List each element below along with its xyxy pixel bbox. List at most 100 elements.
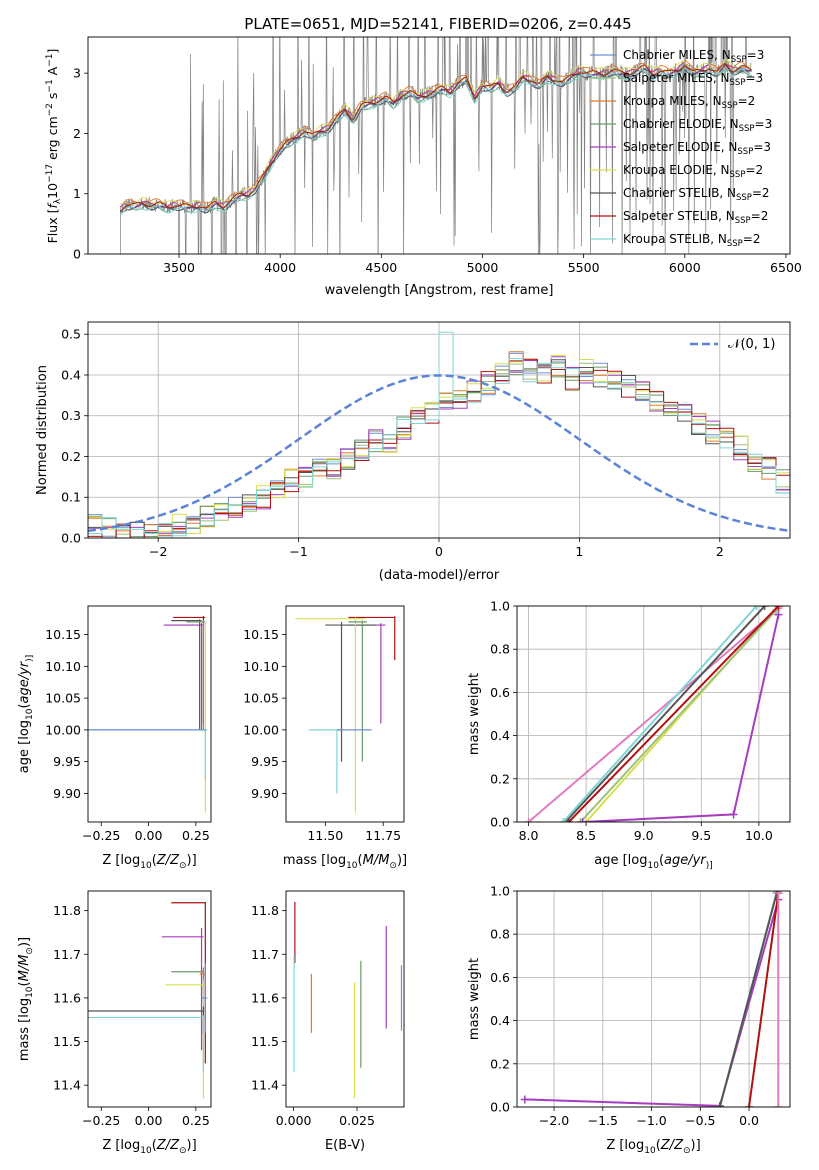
errorbar-point [171, 619, 202, 730]
mass-vs-Z-ylabel-part: 10 [25, 986, 35, 998]
age-vs-Z-xlabel-part: Z/Z [156, 853, 180, 868]
y-tick-label: 10.15 [45, 627, 81, 642]
residuals-xlabel: (data-model)/error [379, 568, 500, 583]
residuals-frame [87, 321, 791, 539]
age-vs-Z-ylabel-part: )] [25, 655, 35, 662]
series-line [748, 893, 780, 1107]
y-tick-label: 0.2 [490, 771, 510, 786]
model-line [120, 67, 752, 216]
mass-vs-Z-xlabel-part: ( [152, 1138, 157, 1153]
errorbar-point [325, 621, 377, 762]
y-tick-label: 9.95 [53, 754, 81, 769]
legend-entry: Salpeter MILES, NSSP=3 [590, 71, 763, 88]
massweight-vs-Z-xlabel: Z [log10(Z/Z⊙)] [606, 1138, 700, 1156]
y-tick-label: 0.8 [490, 642, 510, 657]
mass-vs-EBV-xlabel: E(B-V) [325, 1138, 365, 1153]
y-tick-label: 0.6 [490, 685, 510, 700]
y-tick-label: 0.6 [490, 970, 510, 985]
legend-label: Salpeter STELIB, NSSP=2 [623, 209, 768, 226]
errorbar-point [348, 620, 367, 762]
series-marker [582, 818, 591, 822]
massweight-vs-age-xlabel-part: age/yr [664, 853, 707, 868]
massweight-vs-Z-xlabel-part: Z/Z [660, 1138, 684, 1153]
x-tick-label: 0.25 [182, 828, 210, 843]
series-line [568, 606, 780, 822]
age-vs-Z-ylabel-part: age [log [17, 720, 32, 773]
legend-entry: Chabrier STELIB, NSSP=2 [590, 186, 770, 203]
x-tick-label: 0.00 [135, 828, 163, 843]
series-line [718, 891, 779, 1107]
series-marker [745, 1103, 754, 1107]
age-vs-Z-points [88, 616, 208, 813]
x-tick-label: 9.0 [634, 828, 654, 843]
age-vs-mass-frame [285, 605, 405, 823]
mass-vs-EBV-points [293, 901, 403, 1099]
x-tick-label: −0.25 [82, 1113, 120, 1128]
y-tick-label: 9.90 [53, 786, 81, 801]
series-marker [520, 1095, 529, 1104]
mass-vs-Z-xlabel-part: )] [187, 1138, 197, 1153]
y-tick-label: 0.0 [61, 531, 81, 546]
residual-histograms [88, 331, 790, 538]
mass-vs-Z-ylabel-part: mass [log [17, 998, 32, 1061]
histogram-step [88, 331, 790, 537]
x-tick-label: 8.0 [519, 828, 539, 843]
x-tick-label: −1.0 [636, 1113, 666, 1128]
legend-entry: Salpeter STELIB, NSSP=2 [590, 209, 768, 226]
massweight-vs-Z-xlabel-part: )] [691, 1138, 701, 1153]
y-tick-label: 10.15 [243, 627, 279, 642]
y-tick-label: 0.4 [490, 1013, 510, 1028]
x-tick-label: 10.0 [745, 828, 773, 843]
y-tick-label: 11.5 [251, 1034, 279, 1049]
series-line [579, 609, 777, 822]
x-tick-label: 11.75 [365, 828, 401, 843]
y-tick-label: 11.8 [53, 903, 81, 918]
spectrum-axes: 3500 4000 4500 5000 5500 6000 6500 0 1 2 3 [73, 66, 802, 275]
errorbar-point [186, 620, 206, 730]
age-vs-mass-xlabel-part: mass [log [283, 853, 346, 868]
spectrum-xlabel: wavelength [Angstrom, rest frame] [325, 283, 554, 298]
y-tick-label: 3 [73, 66, 81, 81]
series-marker [729, 810, 738, 819]
legend-entry: Kroupa STELIB, NSSP=2 [590, 232, 761, 249]
x-tick-label: −2.0 [539, 1113, 569, 1128]
series-marker [760, 606, 769, 610]
massweight-vs-Z-lines [520, 891, 783, 1107]
model-line [120, 63, 752, 212]
y-tick-label: 11.8 [251, 903, 279, 918]
y-tick-label: 0.8 [490, 927, 510, 942]
residuals-ylabel: Normed distribution [35, 365, 50, 495]
age-vs-mass-points [295, 616, 396, 813]
massweight-vs-age-xlabel: age [log10(age/yr)] [594, 853, 712, 871]
mass-vs-EBV-frame [285, 890, 405, 1108]
age-vs-Z-xlabel-part: Z [log [102, 853, 140, 868]
y-tick-label: 1 [73, 186, 81, 201]
y-tick-label: 0.1 [61, 490, 81, 505]
age-vs-Z-xlabel-part: 10 [140, 861, 152, 871]
massweight-vs-age-xlabel-part: ( [659, 853, 664, 868]
series-line [562, 606, 758, 822]
series-marker [774, 1103, 783, 1107]
mass-vs-Z-ylabel-part: M/M [17, 955, 32, 982]
legend-entry: Chabrier MILES, NSSP=3 [590, 48, 764, 65]
massweight-vs-Z-xlabel-part: ⊙ [683, 1146, 691, 1156]
series-marker [576, 818, 585, 822]
series-marker [774, 610, 783, 619]
spectrum-ylabel: Flux [fλ10−17 erg cm−2 s−1 A−1] [45, 49, 63, 244]
massweight-vs-Z-xlabel-part: ( [656, 1138, 661, 1153]
age-vs-mass-xlabel-part: ⊙ [389, 861, 397, 871]
legend-label: Salpeter MILES, NSSP=3 [623, 71, 763, 88]
legend-label: Chabrier ELODIE, NSSP=3 [623, 117, 772, 134]
y-tick-label: 10.05 [243, 691, 279, 706]
series-marker [715, 1103, 724, 1107]
x-tick-label: 0.0 [739, 1113, 759, 1128]
observed-spectrum [120, 37, 752, 254]
spectrum-traces [120, 37, 752, 254]
legend-entry: Kroupa MILES, NSSP=2 [590, 94, 755, 111]
y-tick-label: 11.4 [53, 1078, 81, 1093]
legend-entry: Salpeter ELODIE, NSSP=3 [590, 140, 771, 157]
massweight-vs-Z-ylabel-group: mass weight [467, 958, 482, 1040]
x-tick-label: 0 [435, 544, 443, 559]
y-tick-label: 0.0 [490, 1100, 510, 1115]
legend-label: 𝒩(0, 1) [728, 337, 775, 352]
